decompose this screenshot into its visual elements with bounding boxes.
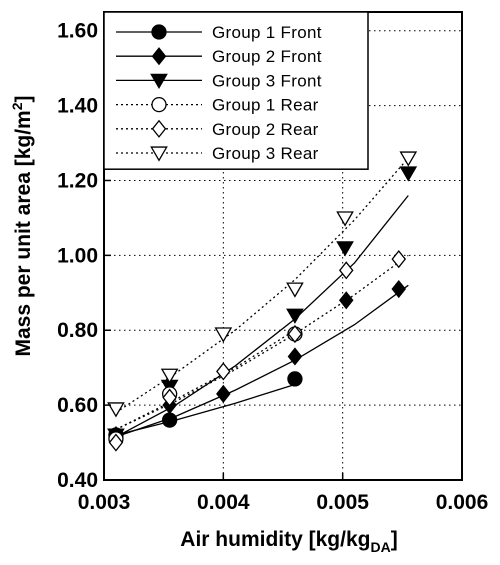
x-tick-label: 0.003	[78, 491, 131, 514]
legend-marker-series-5	[151, 119, 167, 138]
y-axis-ticks: 0.40 0.60 0.80 1.00 1.20 1.40 1.60	[57, 20, 111, 492]
data-point-series-6	[214, 327, 233, 343]
x-axis-label: Air humidity [kg/kgDA]	[180, 528, 397, 555]
data-point-series-5	[216, 362, 231, 381]
fit-line-series-3	[115, 195, 409, 438]
x-tick-label: 0.005	[316, 491, 369, 514]
y-tick-label: 0.80	[57, 319, 98, 342]
legend-marker-series-3	[150, 73, 168, 90]
data-point-series-1	[161, 412, 178, 428]
fit-line-series-1	[115, 383, 296, 436]
data-point-series-3	[399, 166, 418, 182]
fit-curves	[115, 157, 409, 438]
data-point-series-2	[287, 347, 303, 366]
legend-marker-series-2	[151, 47, 167, 66]
data-point-series-5	[162, 388, 177, 407]
y-tick-label: 0.60	[57, 394, 98, 417]
y-tick-label: 1.60	[57, 20, 98, 43]
y-axis-label: Mass per unit area [kg/m2]	[9, 95, 35, 356]
fit-line-series-5	[115, 254, 409, 431]
data-point-series-5	[287, 324, 303, 344]
fit-line-series-6	[115, 157, 409, 414]
data-point-series-1	[287, 371, 303, 387]
legend-label-series-3: Group 3 Front	[212, 71, 322, 90]
data-point-series-6	[286, 282, 304, 298]
legend-marker-series-1	[151, 24, 167, 40]
y-tick-label: 0.40	[57, 469, 98, 492]
data-point-series-3	[286, 308, 304, 324]
legend-marker-series-6	[150, 146, 168, 162]
x-tick-label: 0.006	[436, 491, 489, 514]
legend: Group 1 Front Group 2 Front Group 3 Front G…	[103, 11, 369, 170]
data-markers	[107, 151, 418, 452]
legend-box	[103, 11, 369, 170]
data-point-series-6	[107, 402, 125, 418]
data-point-series-5	[338, 261, 354, 280]
legend-label-series-5: Group 2 Rear	[212, 120, 319, 139]
legend-label-series-2: Group 2 Front	[212, 47, 322, 66]
legend-label-series-1: Group 1 Front	[212, 23, 322, 42]
data-point-series-5	[108, 433, 124, 452]
data-point-series-2	[391, 279, 407, 299]
legend-marker-series-4	[151, 96, 167, 113]
data-point-series-2	[216, 384, 231, 403]
data-point-series-5	[391, 250, 407, 269]
x-tick-label: 0.004	[197, 491, 250, 514]
legend-label-series-6: Group 3 Rear	[212, 144, 319, 163]
legend-label-series-4: Group 1 Rear	[212, 96, 319, 115]
y-tick-label: 1.00	[57, 244, 98, 267]
data-point-series-2	[338, 291, 354, 310]
y-tick-label: 1.40	[57, 95, 98, 118]
fit-line-series-4	[115, 329, 296, 431]
x-axis-ticks: 0.003 0.004 0.005 0.006	[78, 473, 489, 514]
data-point-series-6	[160, 368, 179, 384]
y-tick-label: 1.20	[57, 169, 98, 192]
data-point-series-6	[336, 211, 354, 227]
data-point-series-6	[399, 151, 418, 167]
data-point-series-3	[336, 241, 354, 257]
